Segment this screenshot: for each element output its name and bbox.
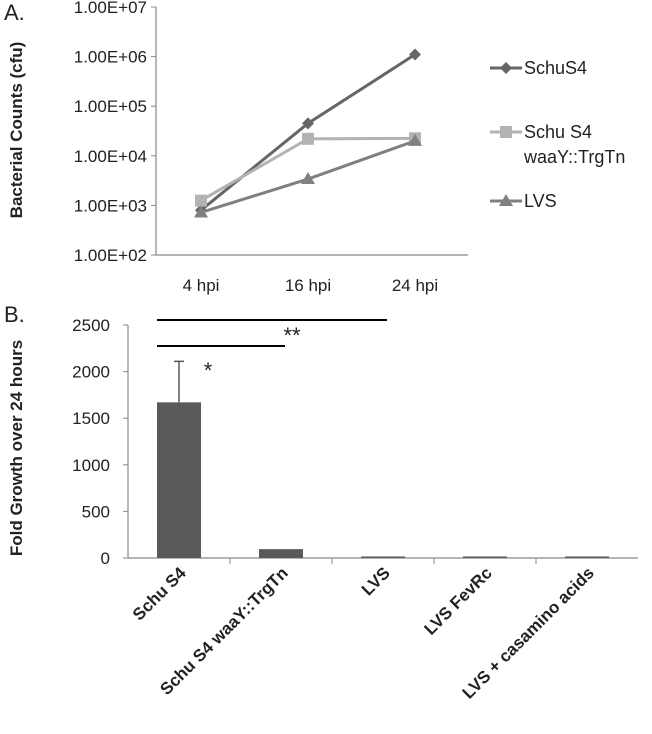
a-point <box>408 133 422 146</box>
a-y-tick-label: 1.00E+05 <box>74 97 147 116</box>
a-series-square <box>195 132 421 207</box>
a-legend-label: SchuS4 <box>524 58 587 78</box>
b-y-tick-label: 0 <box>101 549 110 568</box>
b-y-tick-label: 2500 <box>72 316 110 335</box>
a-x-tick-label: 4 hpi <box>183 276 220 295</box>
b-x-tick-label: LVS <box>358 563 394 599</box>
b-x-tick-label: LVS FevRc <box>420 563 495 638</box>
a-point <box>500 126 512 138</box>
a-y-tick-label: 1.00E+04 <box>74 147 147 166</box>
a-legend-label: Schu S4 <box>524 122 592 142</box>
a-point <box>409 48 421 61</box>
a-point <box>500 62 512 74</box>
a-x-tick-label: 24 hpi <box>392 276 438 295</box>
a-x-tick-label: 16 hpi <box>285 276 331 295</box>
b-y-tick-label: 1500 <box>72 409 110 428</box>
a-legend-label: waaY::TrgTn <box>523 147 625 167</box>
b-bar <box>565 556 609 558</box>
a-series-line <box>200 53 416 212</box>
b-bar <box>157 402 201 558</box>
panel-b-label: B. <box>4 302 25 327</box>
a-series-line <box>200 136 416 202</box>
panel-a-label: A. <box>4 0 25 25</box>
a-point <box>499 194 513 206</box>
a-point <box>195 194 207 207</box>
b-significance-label: ** <box>283 323 301 348</box>
b-x-tick-label: Schu S4 <box>129 563 190 624</box>
b-y-tick-label: 2000 <box>72 363 110 382</box>
a-legend-label: LVS <box>524 191 557 211</box>
a-y-tick-label: 1.00E+02 <box>74 246 147 265</box>
panel-a: A. Bacterial Counts (cfu) 1.00E+02 1.00E+… <box>4 0 625 295</box>
a-point <box>302 132 314 145</box>
b-bar <box>259 549 303 558</box>
a-legend-item: SchuS4 <box>490 58 587 78</box>
panel-a-y-axis-label: Bacterial Counts (cfu) <box>7 42 26 219</box>
b-bar <box>361 556 405 558</box>
a-series-triangle <box>194 133 422 218</box>
a-point <box>302 117 314 130</box>
panel-b-y-axis-label: Fold Growth over 24 hours <box>7 340 26 556</box>
b-y-tick-label: 1000 <box>72 456 110 475</box>
a-y-tick-label: 1.00E+07 <box>74 0 147 17</box>
a-point <box>301 172 315 185</box>
a-series-diamond <box>195 48 421 217</box>
b-significance-label: * <box>204 358 213 383</box>
a-point <box>194 205 208 218</box>
a-legend-item: LVS <box>490 191 557 211</box>
a-y-tick-label: 1.00E+03 <box>74 196 147 215</box>
panel-b: B. Fold Growth over 24 hours 0 500 1000 150… <box>4 302 638 703</box>
b-y-tick-label: 500 <box>82 502 110 521</box>
b-bar <box>463 556 507 558</box>
a-y-tick-label: 1.00E+06 <box>74 48 147 67</box>
